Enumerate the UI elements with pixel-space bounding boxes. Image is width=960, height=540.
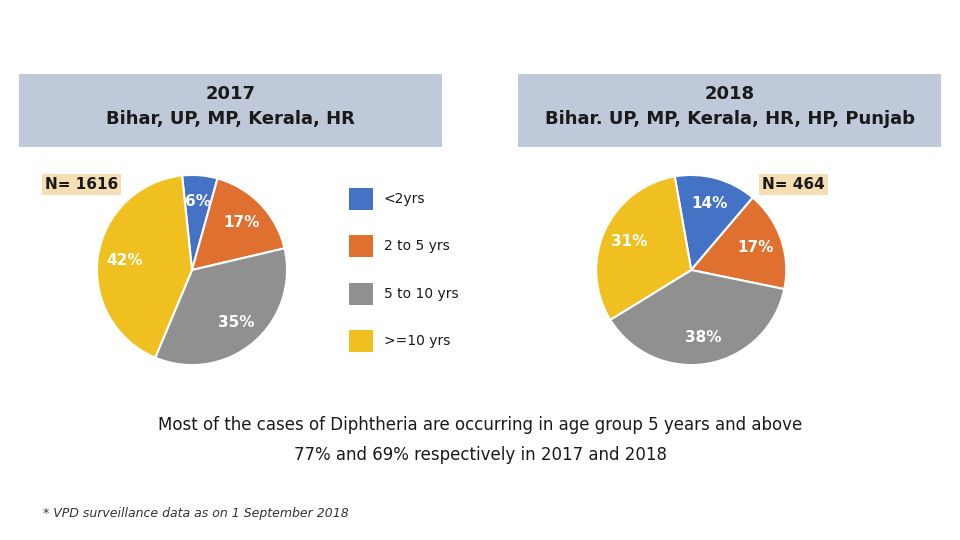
Text: 38%: 38% — [684, 330, 721, 345]
Text: 2 to 5 yrs: 2 to 5 yrs — [384, 239, 449, 253]
Text: Most of the cases of Diphtheria are occurring in age group 5 years and above
77%: Most of the cases of Diphtheria are occu… — [157, 416, 803, 464]
FancyBboxPatch shape — [518, 74, 941, 147]
Text: N= 464: N= 464 — [762, 177, 826, 192]
Text: 31%: 31% — [611, 234, 647, 249]
Text: 2017
Bihar, UP, MP, Kerala, HR: 2017 Bihar, UP, MP, Kerala, HR — [106, 85, 355, 128]
Text: 6%: 6% — [184, 194, 211, 210]
Wedge shape — [192, 178, 284, 270]
Text: 14%: 14% — [691, 197, 728, 212]
Text: >=10 yrs: >=10 yrs — [384, 334, 450, 348]
Wedge shape — [182, 175, 218, 270]
Wedge shape — [596, 177, 691, 320]
Wedge shape — [675, 175, 753, 270]
Wedge shape — [611, 270, 784, 365]
Wedge shape — [156, 248, 287, 365]
Bar — [349, 235, 373, 257]
Text: * VPD surveillance data as on 1 September 2018: * VPD surveillance data as on 1 Septembe… — [43, 507, 348, 519]
Bar — [349, 283, 373, 305]
Text: 42%: 42% — [106, 253, 143, 267]
Text: 2018
Bihar. UP, MP, Kerala, HR, HP, Punjab: 2018 Bihar. UP, MP, Kerala, HR, HP, Punj… — [544, 85, 915, 128]
Wedge shape — [97, 176, 192, 357]
Text: 17%: 17% — [737, 240, 774, 255]
Text: Epidemiology of Diphtheria in India- Age-wise distribution: Epidemiology of Diphtheria in India- Age… — [0, 21, 960, 50]
Text: <2yrs: <2yrs — [384, 192, 425, 206]
Text: 17%: 17% — [224, 215, 259, 230]
Text: 35%: 35% — [218, 315, 254, 330]
FancyBboxPatch shape — [19, 74, 442, 147]
Bar — [349, 330, 373, 352]
Text: N= 1616: N= 1616 — [45, 177, 118, 192]
Bar — [349, 188, 373, 210]
Wedge shape — [691, 198, 786, 289]
Text: 5 to 10 yrs: 5 to 10 yrs — [384, 287, 458, 301]
